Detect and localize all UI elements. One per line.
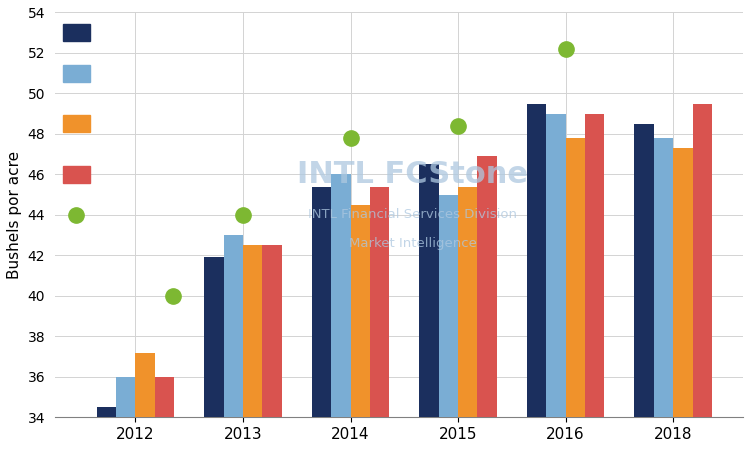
Bar [97,407,116,417]
Bar [312,186,332,417]
Bar [262,245,282,417]
Bar [243,245,262,417]
Bar [224,235,243,417]
Bar [116,377,136,417]
Bar [154,377,174,417]
Bar [419,164,439,417]
Bar [204,257,224,417]
Text: Market Intelligence: Market Intelligence [349,237,477,250]
Bar [332,174,350,417]
Bar [566,138,585,417]
FancyBboxPatch shape [63,166,90,183]
Bar [634,124,654,417]
FancyBboxPatch shape [63,115,90,132]
Bar [478,156,496,417]
FancyBboxPatch shape [63,24,90,41]
FancyBboxPatch shape [63,65,90,82]
Y-axis label: Bushels por acre: Bushels por acre [7,151,22,279]
Bar [585,114,604,417]
Bar [136,352,154,417]
Bar [546,114,566,417]
Bar [458,186,478,417]
Bar [527,104,546,417]
Bar [654,138,674,417]
Text: INTL FCStone: INTL FCStone [297,160,528,189]
Bar [370,186,389,417]
Bar [350,205,370,417]
Bar [439,195,458,417]
Text: INTL Financial Services Division: INTL Financial Services Division [308,208,518,221]
Bar [692,104,712,417]
Bar [674,148,692,417]
